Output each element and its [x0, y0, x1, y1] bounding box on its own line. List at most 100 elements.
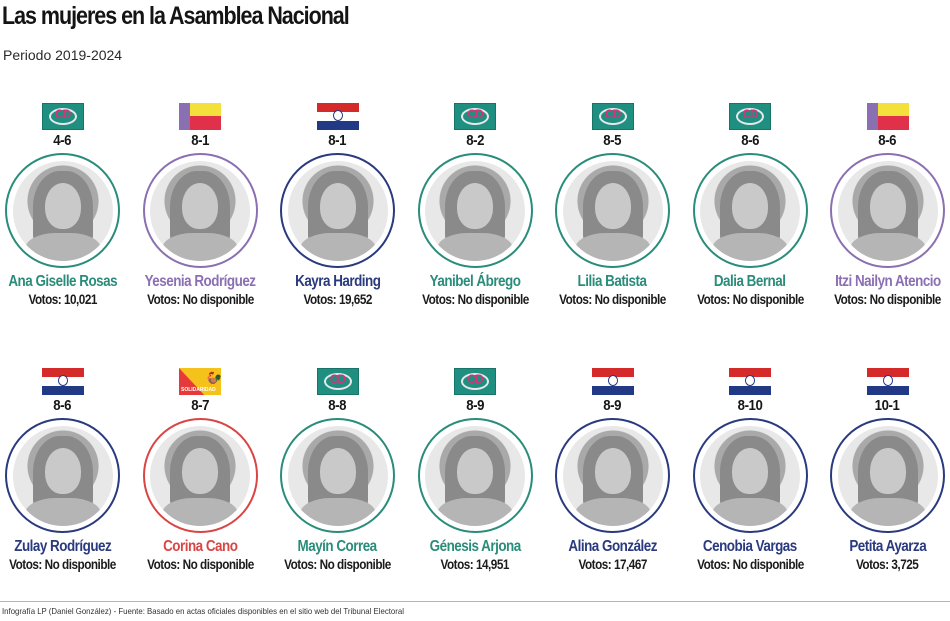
molirena-red-band	[877, 116, 909, 130]
portrait-ring	[5, 418, 120, 533]
circuit-code: 8-6	[878, 132, 897, 149]
portrait-face	[182, 447, 218, 494]
prd-red-band	[729, 368, 771, 377]
deputy-votes: Votos: No disponible	[559, 291, 666, 307]
cd-text: CD	[604, 107, 621, 121]
prd-emblem	[607, 375, 618, 386]
portrait-face	[594, 182, 631, 229]
portrait-ring	[5, 153, 120, 268]
portrait-body	[712, 497, 788, 526]
portrait-photo	[150, 160, 250, 261]
deputy-name: Alina González	[568, 538, 657, 555]
cd-logo-icon: CD	[591, 103, 634, 130]
portrait-ring	[417, 153, 533, 268]
portrait-face	[594, 447, 631, 494]
prd-emblem	[57, 375, 68, 386]
deputy-votes: Votos: 19,652	[303, 291, 372, 307]
circuit-code: 8-1	[191, 132, 209, 149]
deputy-votes: Votos: No disponible	[421, 291, 529, 307]
prd-red-band	[591, 368, 634, 377]
prd-emblem	[745, 375, 755, 386]
circuit-code: 8-9	[603, 397, 622, 414]
portrait-photo	[425, 425, 525, 526]
portrait-body	[712, 232, 788, 261]
deputy-card: CD 4-6 Ana Giselle Rosas Votos: 10,021	[0, 103, 131, 308]
cd-oval	[736, 108, 764, 125]
deputy-name: Zulay Rodríguez	[14, 538, 111, 555]
deputies-grid: CD 4-6 Ana Giselle Rosas Votos: 10,021 8…	[0, 103, 950, 573]
deputy-card: CD 8-2 Yanibel Ábrego Votos: No disponib…	[407, 103, 544, 308]
deputy-name: Mayín Correa	[297, 538, 378, 555]
deputy-votes: Votos: 10,021	[28, 291, 97, 307]
cd-logo-icon: CD	[316, 368, 359, 395]
deputy-card: 10-1 Petita Ayarza Votos: 3,725	[819, 368, 950, 573]
portrait-body	[299, 232, 376, 261]
cd-logo-icon: CD	[729, 103, 771, 130]
deputy-name: Itzi Nailyn Atencio	[834, 273, 941, 290]
portrait-body	[437, 232, 513, 261]
prd-blue-band	[316, 121, 359, 130]
molirena-logo-icon	[179, 103, 221, 130]
prd-blue-band	[591, 386, 634, 395]
cd-logo-icon: CD	[454, 103, 496, 130]
portrait-photo	[425, 160, 525, 261]
portrait-face	[319, 447, 356, 494]
portrait-ring	[280, 153, 395, 268]
prd-blue-band	[41, 386, 84, 395]
portrait-photo	[150, 425, 250, 526]
cd-oval	[48, 108, 77, 125]
portrait-photo	[287, 160, 388, 261]
prd-logo-icon	[41, 368, 84, 395]
deputy-card: 8-1 Kayra Harding Votos: 19,652	[269, 103, 406, 308]
prd-emblem	[332, 110, 343, 121]
cd-text: CD	[329, 372, 346, 386]
solidaridad-logo-icon: 🐓 SOLIDARIDAD	[179, 368, 221, 395]
deputy-card: CD 8-6 Dalia Bernal Votos: No disponible	[682, 103, 819, 308]
solidaridad-text: SOLIDARIDAD	[181, 387, 216, 393]
portrait-photo	[837, 160, 938, 261]
portrait-ring	[280, 418, 395, 533]
rooster-icon: 🐓	[205, 371, 221, 387]
portrait-body	[437, 497, 513, 526]
deputy-votes: Votos: No disponible	[146, 556, 254, 572]
prd-red-band	[316, 103, 359, 112]
deputy-votes: Votos: No disponible	[284, 556, 391, 572]
prd-emblem	[882, 375, 893, 386]
portrait-body	[574, 497, 651, 526]
deputy-votes: Votos: No disponible	[834, 291, 941, 307]
deputy-name: Petita Ayarza	[849, 538, 926, 555]
deputy-card: 8-10 Cenobia Vargas Votos: No disponible	[682, 368, 819, 573]
molirena-red-band	[190, 116, 221, 130]
portrait-face	[869, 447, 906, 494]
portrait-face	[182, 182, 218, 229]
prd-red-band	[41, 368, 84, 377]
prd-blue-band	[866, 386, 909, 395]
circuit-code: 8-5	[603, 132, 622, 149]
circuit-code: 8-10	[737, 397, 763, 414]
portrait-face	[457, 182, 493, 229]
deputy-votes: Votos: 3,725	[856, 556, 919, 572]
portrait-face	[44, 447, 81, 494]
circuit-code: 8-2	[466, 132, 484, 149]
circuit-code: 10-1	[875, 397, 900, 414]
portrait-face	[319, 182, 356, 229]
deputy-name: Lilia Batista	[578, 273, 647, 290]
deputy-card: 8-6 Zulay Rodríguez Votos: No disponible	[0, 368, 131, 573]
portrait-body	[849, 232, 926, 261]
prd-logo-icon	[729, 368, 771, 395]
portrait-photo	[562, 425, 663, 526]
molirena-logo-icon	[866, 103, 909, 130]
deputy-card: CD 8-5 Lilia Batista Votos: No disponibl…	[544, 103, 681, 308]
portrait-body	[162, 497, 238, 526]
deputy-name: Cenobia Vargas	[703, 538, 797, 555]
portrait-photo	[12, 160, 113, 261]
page-subtitle: Periodo 2019-2024	[3, 47, 123, 63]
cd-oval	[598, 108, 627, 125]
molirena-purple-band	[866, 103, 878, 130]
deputy-name: Ana Giselle Rosas	[8, 273, 117, 290]
circuit-code: 8-6	[741, 132, 759, 149]
portrait-photo	[700, 160, 800, 261]
circuit-code: 8-8	[328, 397, 347, 414]
portrait-body	[849, 497, 926, 526]
circuit-code: 8-9	[466, 397, 484, 414]
